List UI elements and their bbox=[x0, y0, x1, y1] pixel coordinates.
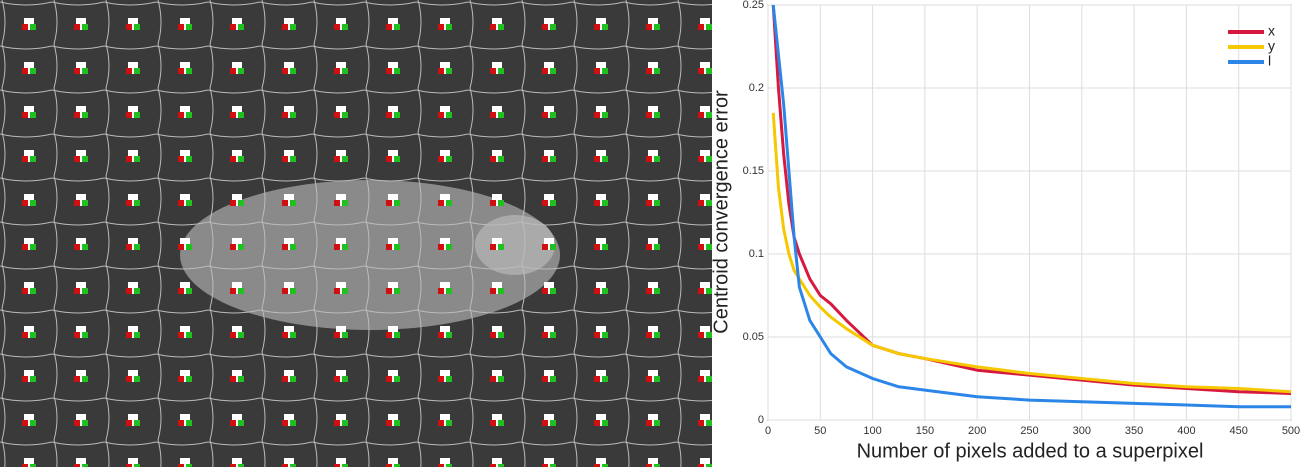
data-line bbox=[771, 112, 1291, 394]
x-tick-label: 350 bbox=[1125, 425, 1143, 437]
x-tick-label: 400 bbox=[1177, 425, 1195, 437]
y-axis-label: Centroid convergence error bbox=[710, 90, 732, 334]
y-tick-label: 0.15 bbox=[743, 165, 764, 177]
y-tick-label: 0 bbox=[758, 414, 764, 426]
x-tick-label: 100 bbox=[863, 425, 881, 437]
data-line bbox=[771, 5, 1291, 395]
x-tick-label: 200 bbox=[968, 425, 986, 437]
legend-label: x bbox=[1268, 23, 1275, 39]
x-axis-label: Number of pixels added to a superpixel bbox=[857, 440, 1204, 462]
x-tick-label: 150 bbox=[916, 425, 934, 437]
x-tick-label: 450 bbox=[1230, 425, 1248, 437]
x-tick-label: 0 bbox=[765, 425, 771, 437]
x-tick-label: 250 bbox=[1020, 425, 1038, 437]
data-line bbox=[771, 5, 1291, 409]
x-tick-label: 50 bbox=[814, 425, 826, 437]
y-tick-label: 0.05 bbox=[743, 331, 764, 343]
x-tick-label: 300 bbox=[1073, 425, 1091, 437]
y-tick-label: 0.1 bbox=[749, 248, 764, 260]
plot-lines bbox=[771, 5, 1291, 409]
y-tick-label: 0.2 bbox=[749, 82, 764, 94]
y-tick-label: 0.25 bbox=[743, 0, 764, 11]
superpixel-image bbox=[0, 0, 712, 467]
legend-label: l bbox=[1268, 53, 1271, 69]
x-tick-label: 500 bbox=[1282, 425, 1300, 437]
legend-label: y bbox=[1268, 38, 1275, 54]
